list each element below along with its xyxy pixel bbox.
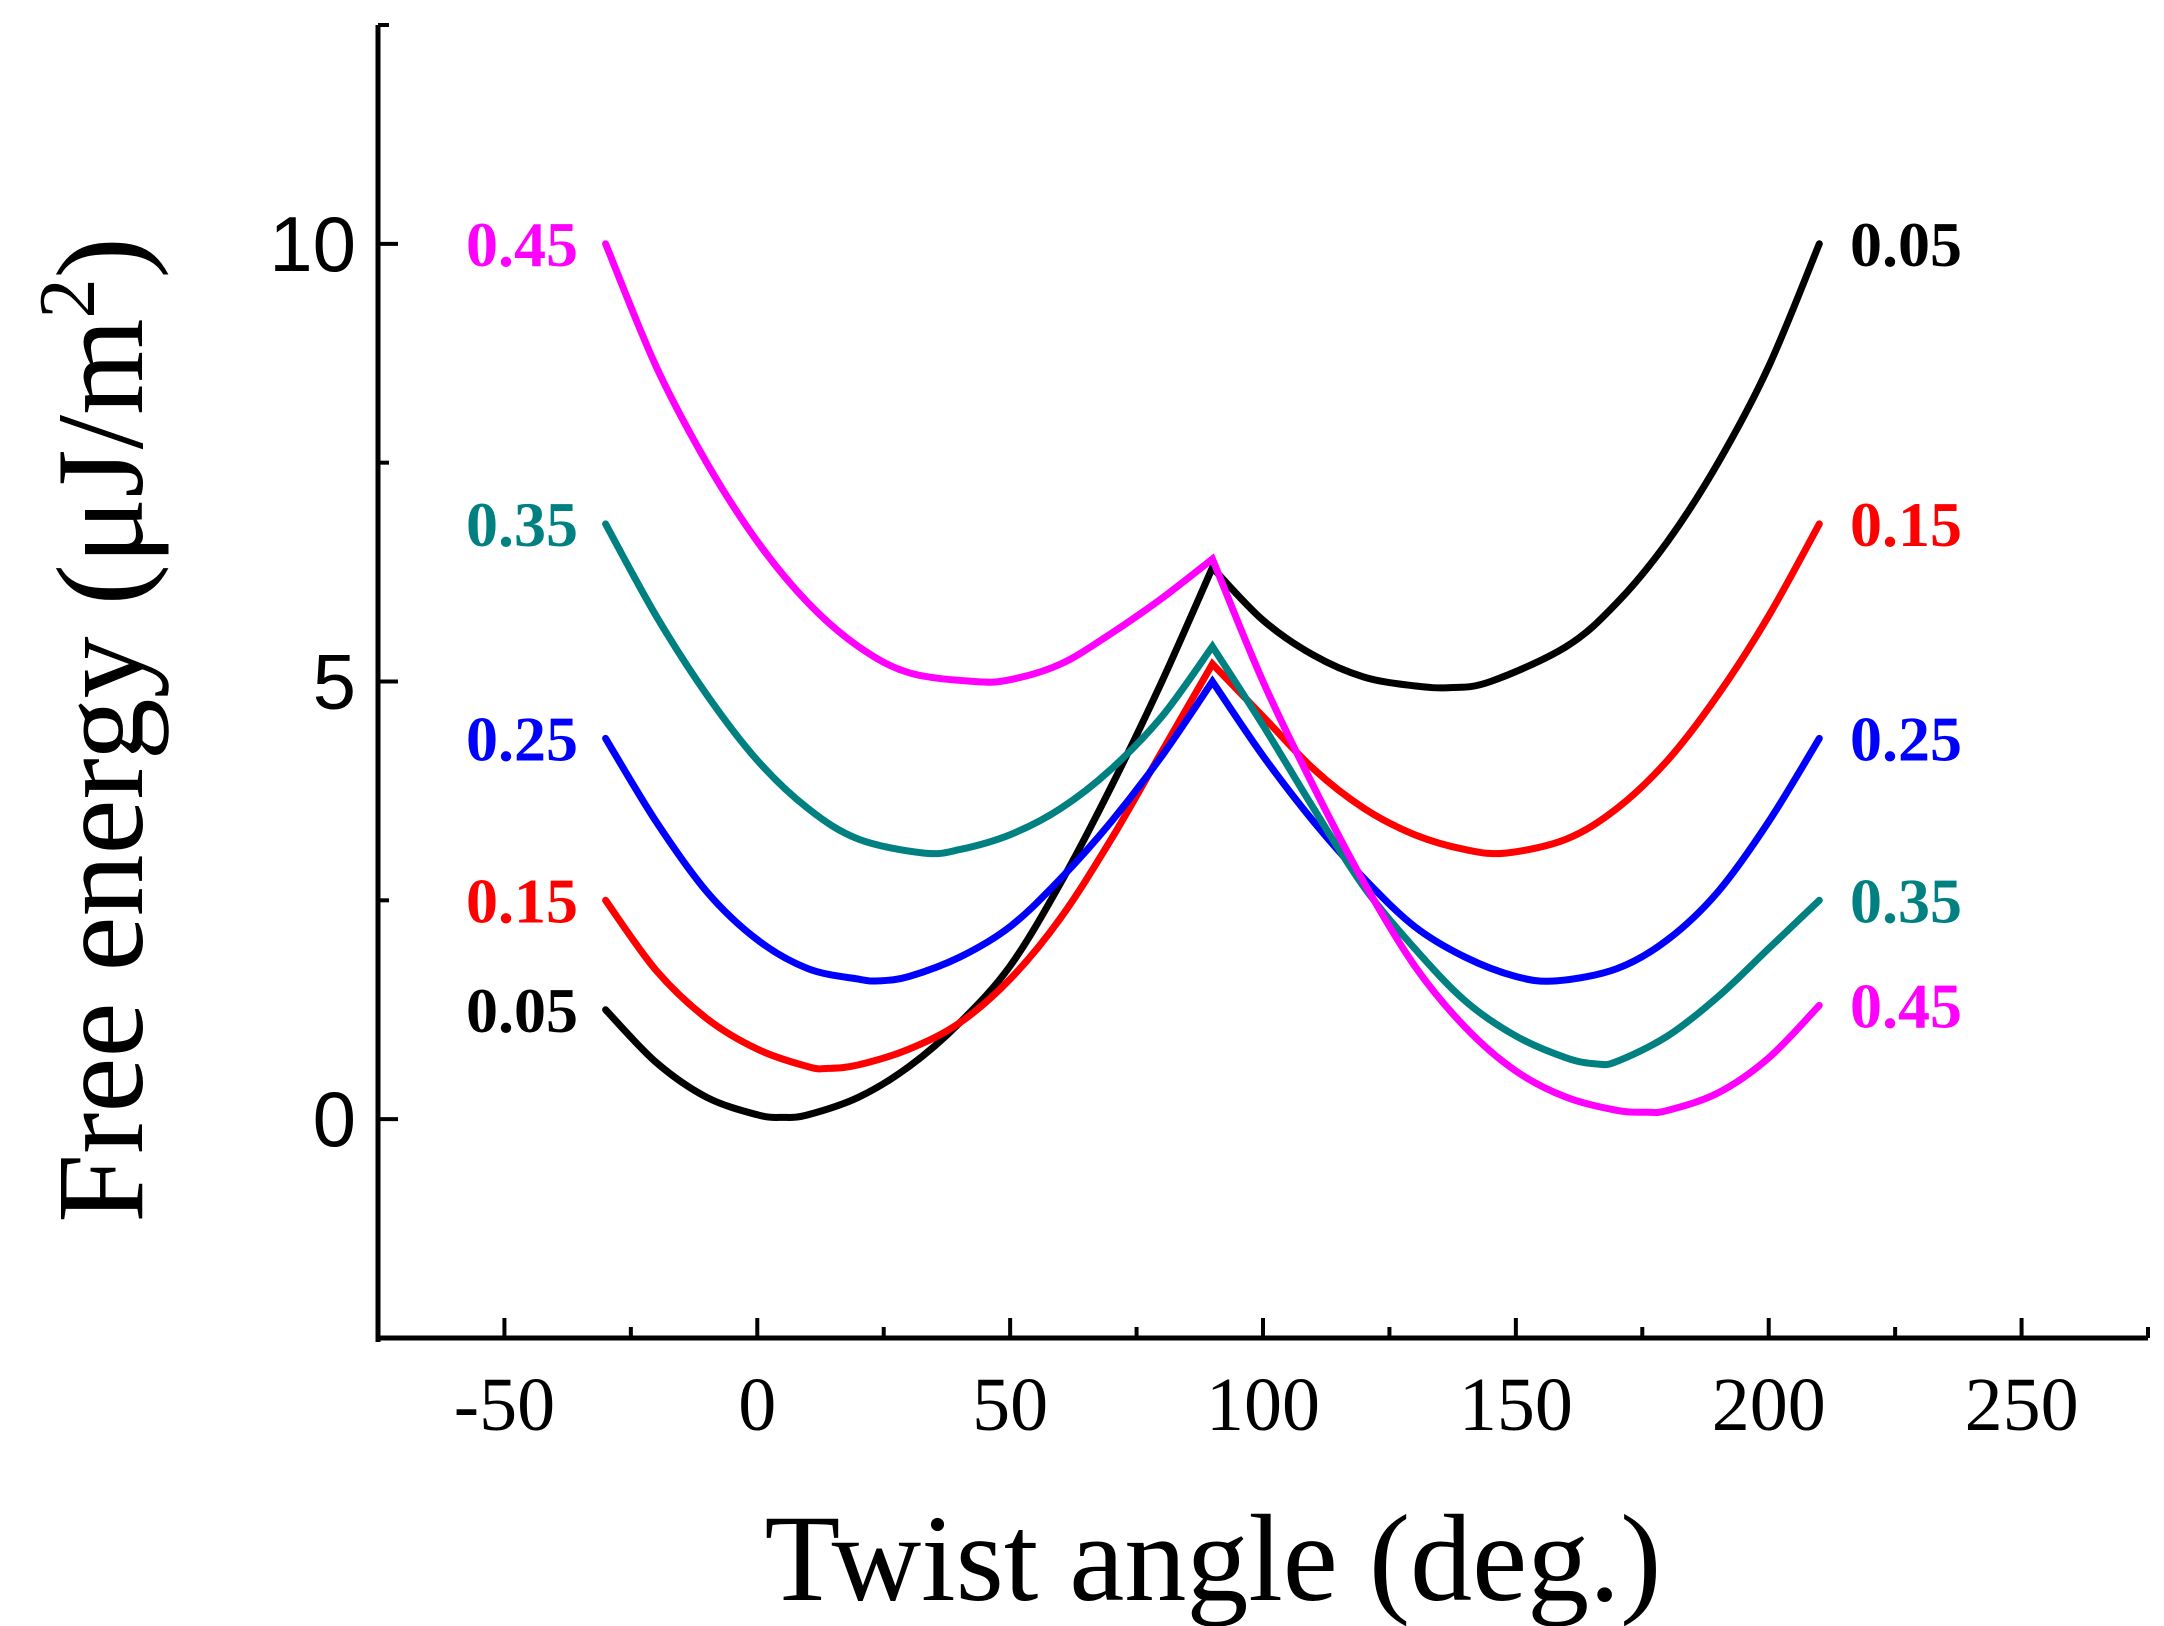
series-label-left-0.45: 0.45 <box>466 209 578 280</box>
series-label-right-0.25: 0.25 <box>1850 703 1962 774</box>
series-line-0.25 <box>602 675 1823 985</box>
y-axis-title-main: Free energy (μJ/m <box>32 318 169 1222</box>
x-tick-label: 200 <box>1712 1363 1826 1447</box>
series-label-right-0.05: 0.05 <box>1850 209 1962 280</box>
y-tick-label: 0 <box>313 1075 356 1163</box>
series-line-0.15 <box>602 520 1823 1073</box>
x-tick-label: 250 <box>1965 1363 2079 1447</box>
data-curves <box>602 240 1823 1121</box>
x-tick-label: 50 <box>972 1363 1048 1447</box>
y-tick-label: 5 <box>313 638 356 726</box>
series-label-left-0.25: 0.25 <box>466 703 578 774</box>
series-line-0.05 <box>602 240 1823 1121</box>
y-axis-title-superscript: 2 <box>24 278 112 318</box>
series-line-0.35 <box>602 520 1823 1069</box>
series-label-right-0.45: 0.45 <box>1850 970 1962 1041</box>
series-labels: 0.05 0.05 0.15 0.15 0.25 0.25 0.35 0.35 0.45 0.45 <box>466 209 1962 1046</box>
series-label-right-0.15: 0.15 <box>1850 489 1962 560</box>
x-tick-label: 100 <box>1206 1363 1320 1447</box>
series-label-right-0.35: 0.35 <box>1850 865 1962 936</box>
x-tick-label: -50 <box>454 1363 555 1447</box>
x-tick-label: 0 <box>738 1363 776 1447</box>
x-tick-label: 150 <box>1459 1363 1573 1447</box>
y-tick-label: 10 <box>269 200 356 288</box>
y-axis-title: Free energy (μJ/m2) <box>24 237 169 1223</box>
axes: 0 5 10 -50 0 50 100 150 200 250 <box>269 23 2150 1447</box>
series-label-left-0.05: 0.05 <box>466 975 578 1046</box>
y-axis-title-close: ) <box>32 237 169 278</box>
series-line-0.45 <box>602 240 1823 1116</box>
series-label-left-0.35: 0.35 <box>466 489 578 560</box>
x-axis-title: Twist angle (deg.) <box>765 1490 1662 1626</box>
series-label-left-0.15: 0.15 <box>466 865 578 936</box>
